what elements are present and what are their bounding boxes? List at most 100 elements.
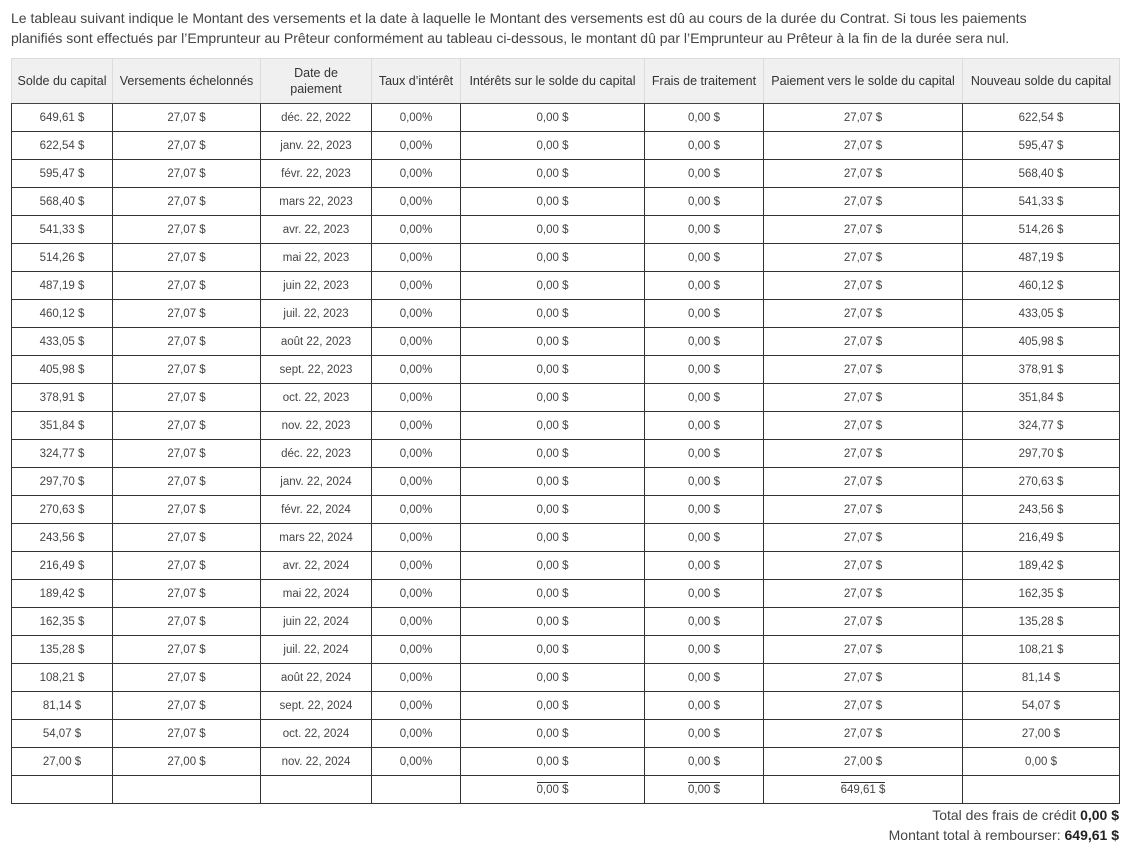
cell-date-paiement: déc. 22, 2022 — [260, 103, 372, 132]
cell-taux-interet: 0,00% — [371, 131, 461, 160]
cell-nouveau-solde: 189,42 $ — [962, 551, 1120, 580]
cell-taux-interet: 0,00% — [371, 271, 461, 300]
cell-frais: 0,00 $ — [644, 187, 764, 216]
total-principal-cell: 649,61 $ — [763, 775, 963, 804]
cell-versement: 27,07 $ — [112, 215, 261, 244]
cell-interets: 0,00 $ — [460, 411, 645, 440]
payment-schedule-table: Solde du capital Versements échelonnés D… — [11, 58, 1120, 804]
cell-date-paiement: oct. 22, 2023 — [260, 383, 372, 412]
cell-paiement-capital: 27,07 $ — [763, 551, 963, 580]
cell-taux-interet: 0,00% — [371, 747, 461, 776]
cell-versement: 27,07 $ — [112, 243, 261, 272]
total-fees: 0,00 $ — [688, 782, 720, 796]
cell-paiement-capital: 27,07 $ — [763, 131, 963, 160]
cell-interets: 0,00 $ — [460, 579, 645, 608]
cell-nouveau-solde: 351,84 $ — [962, 383, 1120, 412]
cell-interets: 0,00 $ — [460, 663, 645, 692]
cell-solde-capital: 649,61 $ — [11, 103, 113, 132]
cell-date-paiement: sept. 22, 2023 — [260, 355, 372, 384]
cell-taux-interet: 0,00% — [371, 635, 461, 664]
cell-paiement-capital: 27,07 $ — [763, 467, 963, 496]
table-row: 27,00 $27,00 $ nov. 22, 2024 0,00% 0,00 $0,… — [11, 747, 1120, 776]
cell-taux-interet: 0,00% — [371, 383, 461, 412]
cell-frais: 0,00 $ — [644, 243, 764, 272]
header-taux-interet: Taux d’intérêt — [371, 58, 461, 104]
cell-paiement-capital: 27,07 $ — [763, 439, 963, 468]
header-nouveau-solde: Nouveau solde du capital — [962, 58, 1120, 104]
cell-date-paiement: août 22, 2023 — [260, 327, 372, 356]
cell-solde-capital: 595,47 $ — [11, 159, 113, 188]
cell-solde-capital: 135,28 $ — [11, 635, 113, 664]
cell-interets: 0,00 $ — [460, 635, 645, 664]
cell-paiement-capital: 27,07 $ — [763, 327, 963, 356]
cell-interets: 0,00 $ — [460, 439, 645, 468]
cell-interets: 0,00 $ — [460, 383, 645, 412]
cell-taux-interet: 0,00% — [371, 719, 461, 748]
cell-taux-interet: 0,00% — [371, 355, 461, 384]
table-row: 108,21 $27,07 $ août 22, 2024 0,00% 0,00 $0… — [11, 663, 1120, 692]
cell-paiement-capital: 27,07 $ — [763, 579, 963, 608]
cell-interets: 0,00 $ — [460, 355, 645, 384]
table-row: 162,35 $27,07 $ juin 22, 2024 0,00% 0,00 $0… — [11, 607, 1120, 636]
cell-solde-capital: 297,70 $ — [11, 467, 113, 496]
cell-taux-interet: 0,00% — [371, 551, 461, 580]
cell-solde-capital: 189,42 $ — [11, 579, 113, 608]
cell-frais: 0,00 $ — [644, 439, 764, 468]
cell-solde-capital: 460,12 $ — [11, 299, 113, 328]
cell-solde-capital: 270,63 $ — [11, 495, 113, 524]
cell-versement: 27,07 $ — [112, 691, 261, 720]
cell-versement: 27,07 $ — [112, 383, 261, 412]
total-repay-summary: Montant total à rembourser: 649,61 $ — [619, 825, 1119, 845]
cell-paiement-capital: 27,00 $ — [763, 747, 963, 776]
table-row: 568,40 $27,07 $ mars 22, 2023 0,00% 0,00 $0… — [11, 187, 1120, 216]
table-row: 81,14 $27,07 $ sept. 22, 2024 0,00% 0,00 $0… — [11, 691, 1120, 720]
cell-versement: 27,07 $ — [112, 495, 261, 524]
table-row: 433,05 $27,07 $ août 22, 2023 0,00% 0,00 $0… — [11, 327, 1120, 356]
cell-interets: 0,00 $ — [460, 187, 645, 216]
table-row: 378,91 $27,07 $ oct. 22, 2023 0,00% 0,00 $0… — [11, 383, 1120, 412]
totals-row: 0,00 $ 0,00 $ 649,61 $ — [11, 775, 1120, 804]
table-row: 514,26 $27,07 $ mai 22, 2023 0,00% 0,00 $0,… — [11, 243, 1120, 272]
cell-paiement-capital: 27,07 $ — [763, 299, 963, 328]
cell-nouveau-solde: 81,14 $ — [962, 663, 1120, 692]
cell-nouveau-solde: 54,07 $ — [962, 691, 1120, 720]
cell-nouveau-solde: 270,63 $ — [962, 467, 1120, 496]
cell-nouveau-solde: 0,00 $ — [962, 747, 1120, 776]
table-row: 216,49 $27,07 $ avr. 22, 2024 0,00% 0,00 $0… — [11, 551, 1120, 580]
cell-versement: 27,07 $ — [112, 103, 261, 132]
cell-nouveau-solde: 243,56 $ — [962, 495, 1120, 524]
cell-nouveau-solde: 216,49 $ — [962, 523, 1120, 552]
cell-paiement-capital: 27,07 $ — [763, 607, 963, 636]
cell-date-paiement: oct. 22, 2024 — [260, 719, 372, 748]
cell-solde-capital: 243,56 $ — [11, 523, 113, 552]
cell-frais: 0,00 $ — [644, 747, 764, 776]
cell-versement: 27,07 $ — [112, 467, 261, 496]
cell-date-paiement: mai 22, 2023 — [260, 243, 372, 272]
cell-taux-interet: 0,00% — [371, 691, 461, 720]
cell-nouveau-solde: 27,00 $ — [962, 719, 1120, 748]
cell-paiement-capital: 27,07 $ — [763, 355, 963, 384]
credit-charges-value: 0,00 $ — [1080, 807, 1119, 823]
cell-paiement-capital: 27,07 $ — [763, 691, 963, 720]
cell-frais: 0,00 $ — [644, 271, 764, 300]
cell-interets: 0,00 $ — [460, 159, 645, 188]
cell-paiement-capital: 27,07 $ — [763, 523, 963, 552]
cell-taux-interet: 0,00% — [371, 159, 461, 188]
cell-nouveau-solde: 568,40 $ — [962, 159, 1120, 188]
cell-interets: 0,00 $ — [460, 719, 645, 748]
cell-date-paiement: juin 22, 2024 — [260, 607, 372, 636]
cell-interets: 0,00 $ — [460, 327, 645, 356]
cell-date-paiement: juil. 22, 2024 — [260, 635, 372, 664]
cell-nouveau-solde: 514,26 $ — [962, 215, 1120, 244]
cell-taux-interet: 0,00% — [371, 215, 461, 244]
total-principal-paid: 649,61 $ — [840, 782, 886, 796]
cell-versement: 27,07 $ — [112, 355, 261, 384]
cell-interets: 0,00 $ — [460, 691, 645, 720]
cell-versement: 27,07 $ — [112, 271, 261, 300]
cell-taux-interet: 0,00% — [371, 663, 461, 692]
cell-solde-capital: 324,77 $ — [11, 439, 113, 468]
table-row: 270,63 $27,07 $ févr. 22, 2024 0,00% 0,00 $… — [11, 495, 1120, 524]
cell-date-paiement: janv. 22, 2024 — [260, 467, 372, 496]
cell-solde-capital: 568,40 $ — [11, 187, 113, 216]
cell-taux-interet: 0,00% — [371, 579, 461, 608]
